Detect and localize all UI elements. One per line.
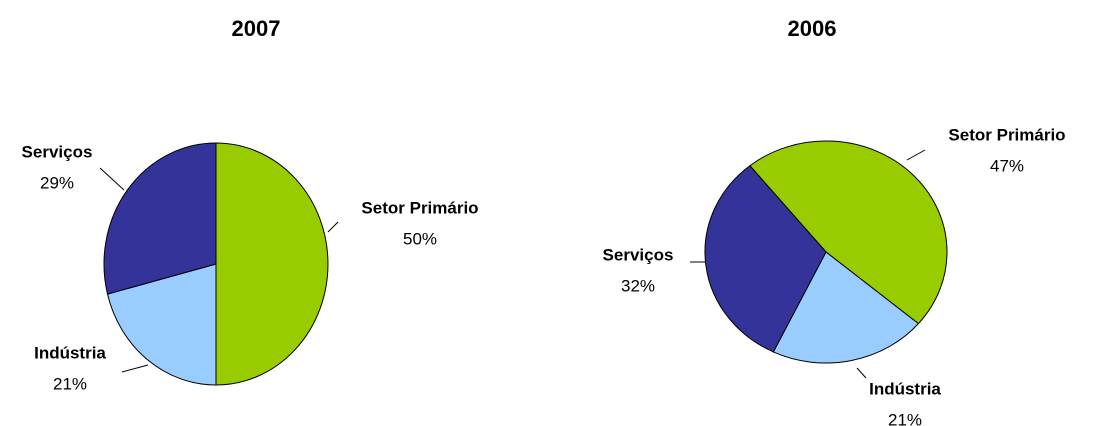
value-label: 50% (403, 229, 437, 248)
slice-label: Indústria (34, 343, 106, 362)
pie-slice (215, 142, 329, 386)
leader-line (327, 221, 339, 233)
pie-slice (704, 165, 827, 353)
value-label: 32% (621, 276, 655, 295)
value-label: 29% (40, 173, 74, 192)
value-label: 21% (888, 410, 922, 426)
leader-line (906, 149, 926, 161)
leader-line (121, 364, 149, 373)
pie-slice (772, 251, 920, 364)
pie-slice (106, 263, 217, 386)
leader-line (856, 367, 867, 379)
chart-title: 2007 (232, 16, 281, 41)
slice-label: Serviços (603, 245, 674, 264)
leader-line (99, 167, 125, 191)
value-label: 21% (53, 374, 87, 393)
value-label: 47% (990, 156, 1024, 175)
slice-label: Setor Primário (948, 125, 1065, 144)
pie-slice (749, 140, 948, 325)
pie-slice (103, 142, 217, 295)
slice-label: Indústria (869, 379, 941, 398)
chart-title: 2006 (788, 16, 837, 41)
slice-label: Serviços (22, 142, 93, 161)
slice-label: Setor Primário (361, 198, 478, 217)
